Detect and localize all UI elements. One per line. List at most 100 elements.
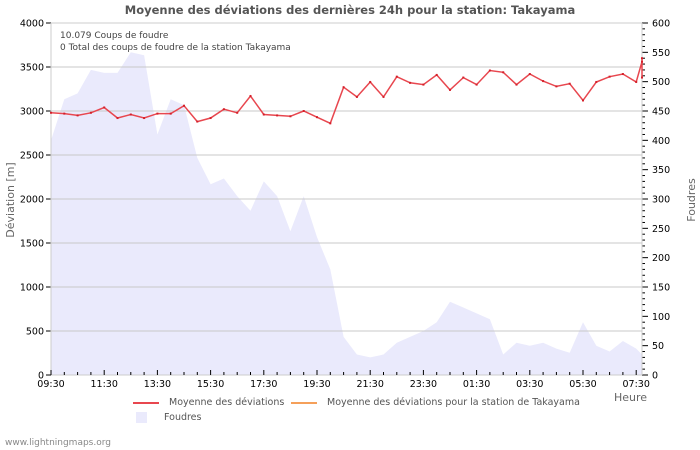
legend-orange-line-icon — [291, 401, 317, 404]
left-tick-label: 3500 — [20, 63, 44, 74]
deviation-point — [449, 88, 451, 91]
right-tick-label: 250 — [652, 224, 670, 235]
deviation-point — [502, 71, 505, 74]
deviation-point — [528, 73, 531, 76]
right-tick-label: 600 — [652, 19, 670, 30]
deviation-point — [129, 113, 132, 116]
legend-label-deviation: Moyenne des déviations — [169, 397, 285, 408]
deviation-point — [329, 122, 332, 125]
deviation-point — [475, 83, 478, 86]
info-box: 10.079 Coups de foudre 0 Total des coups… — [60, 30, 291, 54]
x-tick-label: 09:30 — [37, 379, 64, 390]
left-tick-label: 2000 — [20, 195, 44, 206]
lightning-area — [51, 52, 642, 376]
left-tick-label: 500 — [26, 327, 44, 338]
deviation-point — [422, 83, 425, 86]
strike-count-text: 10.079 Coups de foudre — [60, 31, 169, 41]
deviation-point — [76, 114, 79, 117]
deviation-point — [183, 104, 185, 107]
x-tick-label: 11:30 — [91, 379, 118, 390]
deviation-point — [156, 112, 159, 115]
deviation-point — [555, 85, 558, 88]
deviation-point — [582, 99, 584, 102]
deviation-point — [608, 75, 611, 78]
deviation-point — [641, 76, 643, 79]
left-axis-title: Déviation [m] — [4, 162, 17, 237]
legend-item-deviation: Moyenne des déviations — [133, 397, 284, 408]
right-tick-label: 350 — [652, 165, 670, 176]
deviation-point — [621, 73, 624, 76]
x-tick-label: 21:30 — [357, 379, 384, 390]
legend-label-lightning: Foudres — [164, 412, 202, 423]
deviation-point — [63, 112, 66, 115]
legend-item-station: Moyenne des déviations pour la station d… — [291, 397, 580, 408]
deviation-point — [302, 110, 305, 112]
deviation-point — [289, 115, 292, 118]
deviation-point — [316, 116, 318, 119]
deviation-line — [50, 58, 643, 125]
right-tick-label: 450 — [652, 107, 670, 118]
deviation-point — [50, 111, 52, 114]
left-tick-label: 4000 — [20, 19, 44, 30]
x-axis-title: Heure — [614, 391, 647, 404]
right-tick-label: 50 — [652, 341, 664, 352]
deviation-point — [395, 75, 398, 78]
footer-credit: www.lightningmaps.org — [5, 438, 111, 448]
x-tick-label: 23:30 — [410, 379, 437, 390]
right-tick-label: 400 — [652, 136, 670, 147]
right-tick-label: 150 — [652, 283, 670, 294]
deviation-point — [369, 80, 372, 83]
deviation-point — [236, 111, 239, 114]
left-tick-label: 3000 — [20, 107, 44, 118]
deviation-point — [196, 120, 199, 123]
deviation-point — [542, 80, 545, 83]
deviation-point — [169, 112, 172, 115]
right-axis-title: Foudres — [685, 178, 698, 222]
legend-item-lightning: Foudres — [128, 412, 201, 423]
deviation-point — [435, 73, 438, 76]
deviation-point — [209, 117, 212, 120]
deviation-point — [103, 106, 106, 109]
deviation-point — [409, 81, 412, 84]
deviation-point — [595, 80, 598, 83]
right-tick-label: 500 — [652, 77, 670, 88]
deviation-point — [641, 57, 643, 60]
x-tick-label: 13:30 — [144, 379, 171, 390]
deviation-point — [568, 82, 571, 85]
legend-area-swatch-icon — [136, 412, 147, 423]
deviation-point — [222, 108, 225, 111]
station-total-text: 0 Total des coups de foudre de la statio… — [60, 43, 291, 53]
right-tick-label: 200 — [652, 253, 670, 264]
deviation-point — [342, 86, 345, 89]
deviation-point — [143, 117, 146, 120]
left-tick-label: 1500 — [20, 239, 44, 250]
left-tick-label: 1000 — [20, 283, 44, 294]
deviation-point — [249, 95, 252, 98]
legend-red-line-icon — [133, 401, 159, 404]
left-tick-label: 0 — [38, 371, 44, 382]
deviation-point — [116, 117, 119, 120]
deviation-point — [262, 113, 265, 116]
x-tick-label: 17:30 — [250, 379, 277, 390]
right-tick-label: 550 — [652, 48, 670, 59]
deviation-point — [355, 95, 358, 98]
x-tick-label: 19:30 — [303, 379, 330, 390]
deviation-point — [382, 95, 385, 98]
x-tick-label: 03:30 — [516, 379, 543, 390]
x-tick-label: 01:30 — [463, 379, 490, 390]
legend-label-station: Moyenne des déviations pour la station d… — [327, 397, 580, 408]
deviation-point — [641, 60, 643, 63]
deviation-point — [89, 111, 92, 114]
deviation-point — [462, 76, 465, 79]
right-tick-label: 300 — [652, 195, 670, 206]
deviation-point — [488, 69, 491, 72]
x-tick-label: 05:30 — [569, 379, 596, 390]
right-tick-label: 0 — [652, 371, 658, 382]
deviation-point — [276, 114, 279, 117]
left-tick-label: 2500 — [20, 151, 44, 162]
x-tick-label: 07:30 — [623, 379, 650, 390]
deviation-point — [635, 80, 638, 83]
chart-title: Moyenne des déviations des dernières 24h… — [124, 3, 576, 17]
deviation-point — [515, 83, 518, 86]
